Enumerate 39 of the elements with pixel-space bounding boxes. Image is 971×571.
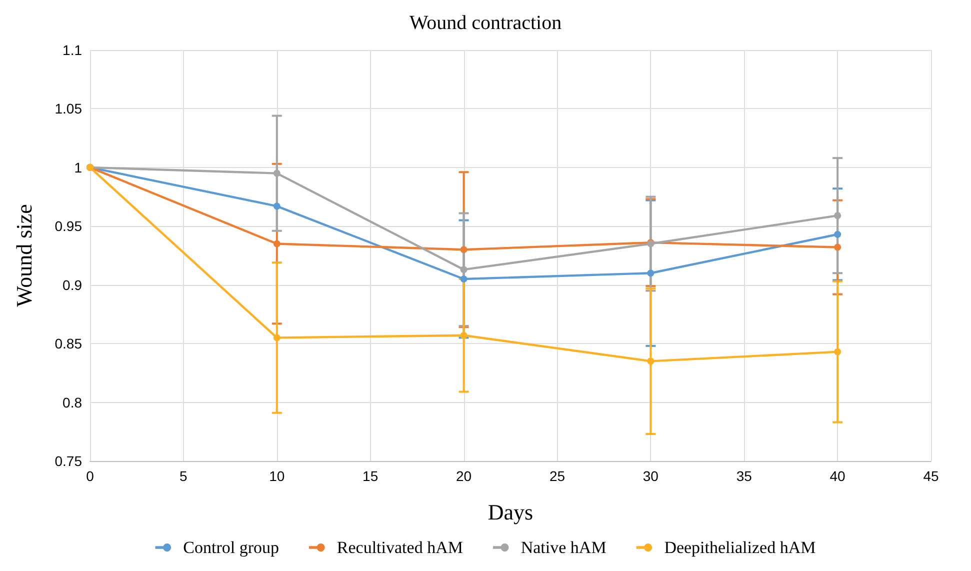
point bbox=[647, 270, 654, 277]
x-tick-label: 30 bbox=[642, 468, 659, 484]
point bbox=[273, 334, 280, 342]
point bbox=[273, 170, 280, 177]
x-tick-label: 35 bbox=[736, 468, 752, 484]
point bbox=[273, 240, 280, 248]
point bbox=[273, 202, 280, 210]
point bbox=[460, 246, 468, 254]
x-tick-label: 25 bbox=[549, 468, 566, 484]
x-axis-title: Days bbox=[488, 500, 534, 524]
y-tick-label: 1.1 bbox=[62, 42, 82, 58]
x-tick-label: 20 bbox=[456, 468, 472, 484]
point bbox=[834, 244, 842, 251]
point bbox=[460, 275, 468, 282]
point bbox=[460, 266, 468, 274]
point bbox=[834, 230, 842, 238]
y-axis-title: Wound size bbox=[12, 204, 36, 307]
legend-label: Recultivated hAM bbox=[336, 538, 463, 557]
x-tick-label: 45 bbox=[923, 468, 939, 484]
legend-label: Native hAM bbox=[520, 538, 606, 557]
x-tick-label: 5 bbox=[180, 468, 188, 484]
x-tick-label: 15 bbox=[362, 468, 378, 484]
point bbox=[834, 212, 842, 220]
y-tick-label: 0.85 bbox=[54, 336, 82, 352]
y-tick-label: 0.75 bbox=[54, 453, 82, 469]
point bbox=[460, 332, 468, 339]
y-tick-label: 1 bbox=[74, 159, 82, 176]
legend-label: Control group bbox=[183, 538, 280, 557]
y-tick-label: 0.95 bbox=[54, 218, 82, 234]
chart-title: Wound contraction bbox=[409, 12, 562, 34]
point bbox=[647, 358, 654, 365]
y-tick-label: 0.8 bbox=[62, 394, 82, 410]
point bbox=[834, 348, 842, 356]
x-tick-label: 10 bbox=[269, 468, 285, 484]
y-tick-label: 0.9 bbox=[62, 276, 82, 293]
y-tick-label: 1.05 bbox=[54, 100, 82, 117]
x-tick-label: 0 bbox=[86, 468, 94, 484]
legend-label: Deepithelialized hAM bbox=[664, 538, 816, 557]
x-tick-label: 40 bbox=[830, 468, 846, 484]
